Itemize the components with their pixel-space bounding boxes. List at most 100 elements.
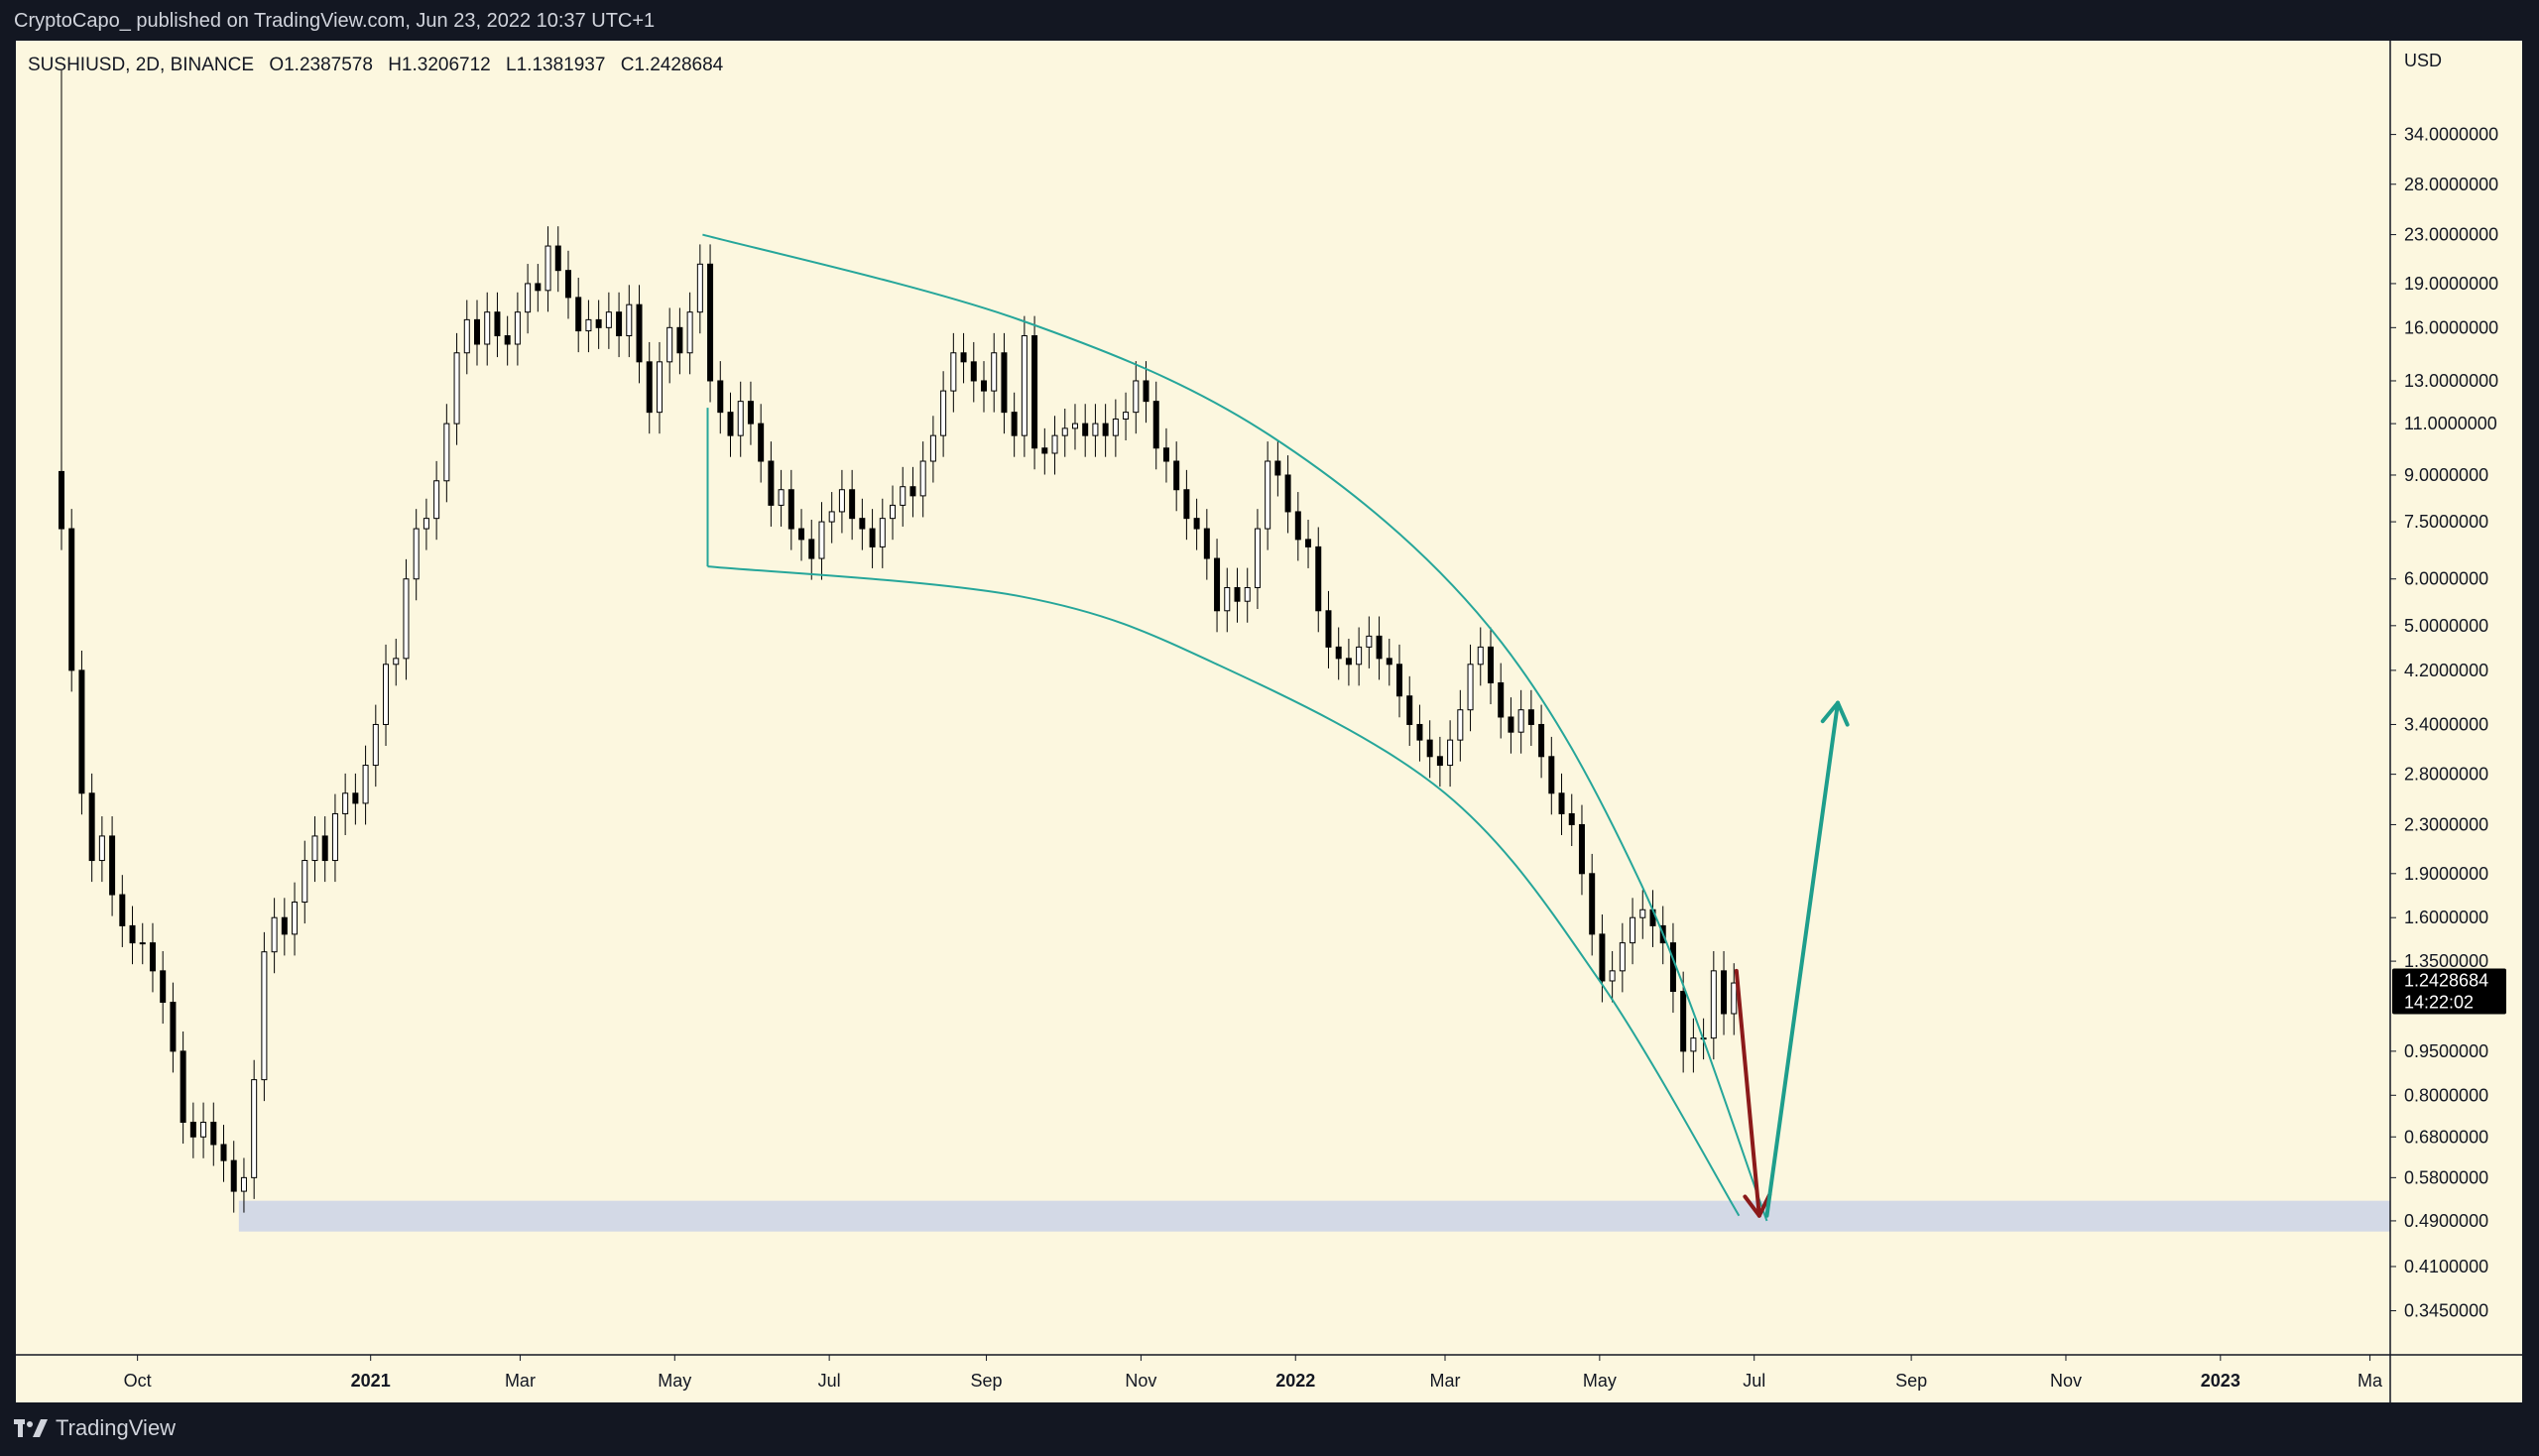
candle-body: [1214, 557, 1221, 612]
candle: [1426, 720, 1433, 779]
candle: [180, 1031, 186, 1145]
up-arrow-head: [1820, 700, 1841, 724]
candle: [1477, 627, 1484, 686]
y-tick-label: 3.4000000: [2404, 714, 2488, 734]
candle: [991, 332, 998, 413]
candle: [1133, 361, 1140, 434]
candle-body: [1366, 635, 1373, 648]
candle-body: [78, 669, 85, 794]
candle: [778, 469, 785, 527]
y-tick-label: 1.6000000: [2404, 908, 2488, 927]
candle-body: [261, 951, 268, 1081]
candle: [88, 773, 95, 883]
legend-symbol[interactable]: SUSHIUSD, 2D, BINANCE: [28, 55, 255, 75]
candle-body: [1234, 586, 1241, 602]
candle: [68, 509, 75, 692]
candle: [1112, 399, 1119, 457]
candle: [1710, 950, 1717, 1060]
candle: [564, 250, 571, 319]
chart-area[interactable]: USD 34.0000000 28.0000000 23.0000000 19.0000…: [16, 41, 2522, 1402]
candle: [1680, 971, 1687, 1073]
candle: [1649, 890, 1656, 947]
candle: [1294, 492, 1301, 561]
down-arrow-shaft: [1734, 968, 1761, 1218]
candle: [220, 1125, 227, 1182]
candle: [311, 816, 318, 883]
candle-body: [727, 412, 734, 436]
down-arrow-head: [1743, 1194, 1761, 1218]
candle: [149, 922, 156, 993]
candle-body: [1071, 423, 1078, 429]
candle-body: [1284, 474, 1291, 513]
candle: [919, 441, 926, 518]
up-arrow-shaft: [1764, 700, 1841, 1218]
candle-body: [484, 311, 491, 345]
candle-body: [808, 539, 815, 559]
candle: [433, 460, 440, 541]
candle-body: [1731, 982, 1738, 1015]
candle: [900, 466, 907, 527]
y-tick-label: 0.4900000: [2404, 1211, 2488, 1231]
candle: [463, 300, 470, 375]
support-zone-layer: [238, 1200, 2391, 1232]
chart-svg[interactable]: USD 34.0000000 28.0000000 23.0000000 19.0000…: [16, 41, 2522, 1402]
candle: [747, 381, 754, 445]
candle-body: [321, 835, 328, 862]
candle: [1071, 404, 1078, 450]
candle-body: [1396, 664, 1403, 697]
candle-body: [585, 318, 592, 332]
candle-body: [149, 942, 156, 972]
candles-layer: [58, 70, 1738, 1213]
candle-body: [564, 270, 571, 299]
candle-body: [778, 489, 785, 506]
candle: [240, 1157, 247, 1213]
candle: [261, 931, 268, 1102]
candle-body: [1061, 427, 1068, 436]
candle-body: [372, 723, 379, 767]
candle: [686, 292, 693, 375]
candle: [453, 332, 460, 445]
y-tick-label: 2.8000000: [2404, 765, 2488, 785]
candle-body: [1193, 518, 1200, 530]
candle-body: [1224, 586, 1231, 612]
candle-body: [98, 835, 105, 862]
candle: [1538, 704, 1545, 779]
x-tick-label: Nov: [2050, 1371, 2082, 1391]
candle-body: [900, 486, 907, 506]
candle-body: [535, 283, 542, 292]
x-tick-label: Ma: [2358, 1371, 2383, 1391]
candle: [413, 509, 420, 601]
candle: [1527, 689, 1534, 747]
candle: [210, 1102, 217, 1166]
candle: [960, 332, 967, 384]
candle-body: [525, 283, 532, 313]
candle: [1386, 638, 1392, 686]
candle-body: [1011, 412, 1018, 436]
candle-body: [1335, 646, 1342, 660]
candle-body: [302, 860, 308, 904]
candle: [1498, 663, 1505, 739]
candle: [302, 840, 308, 924]
candle: [189, 1102, 196, 1158]
candle: [535, 264, 542, 312]
candle-body: [1436, 756, 1443, 767]
candle: [271, 898, 278, 974]
candle-body: [879, 518, 886, 547]
candle: [980, 361, 987, 413]
candle: [1366, 616, 1373, 668]
candle-body: [88, 792, 95, 862]
candle: [1092, 404, 1099, 457]
candle: [798, 509, 805, 561]
footer-brand[interactable]: TradingView: [14, 1415, 176, 1441]
legend-open: O1.2387578: [269, 55, 373, 75]
candle-body: [737, 401, 744, 436]
candle: [1589, 853, 1596, 956]
candle: [139, 922, 146, 965]
y-axis-unit: USD: [2404, 51, 2442, 70]
candle-body: [504, 335, 511, 345]
candle: [585, 300, 592, 353]
candle: [423, 498, 429, 550]
candle: [1203, 509, 1210, 580]
candle-body: [828, 511, 835, 523]
